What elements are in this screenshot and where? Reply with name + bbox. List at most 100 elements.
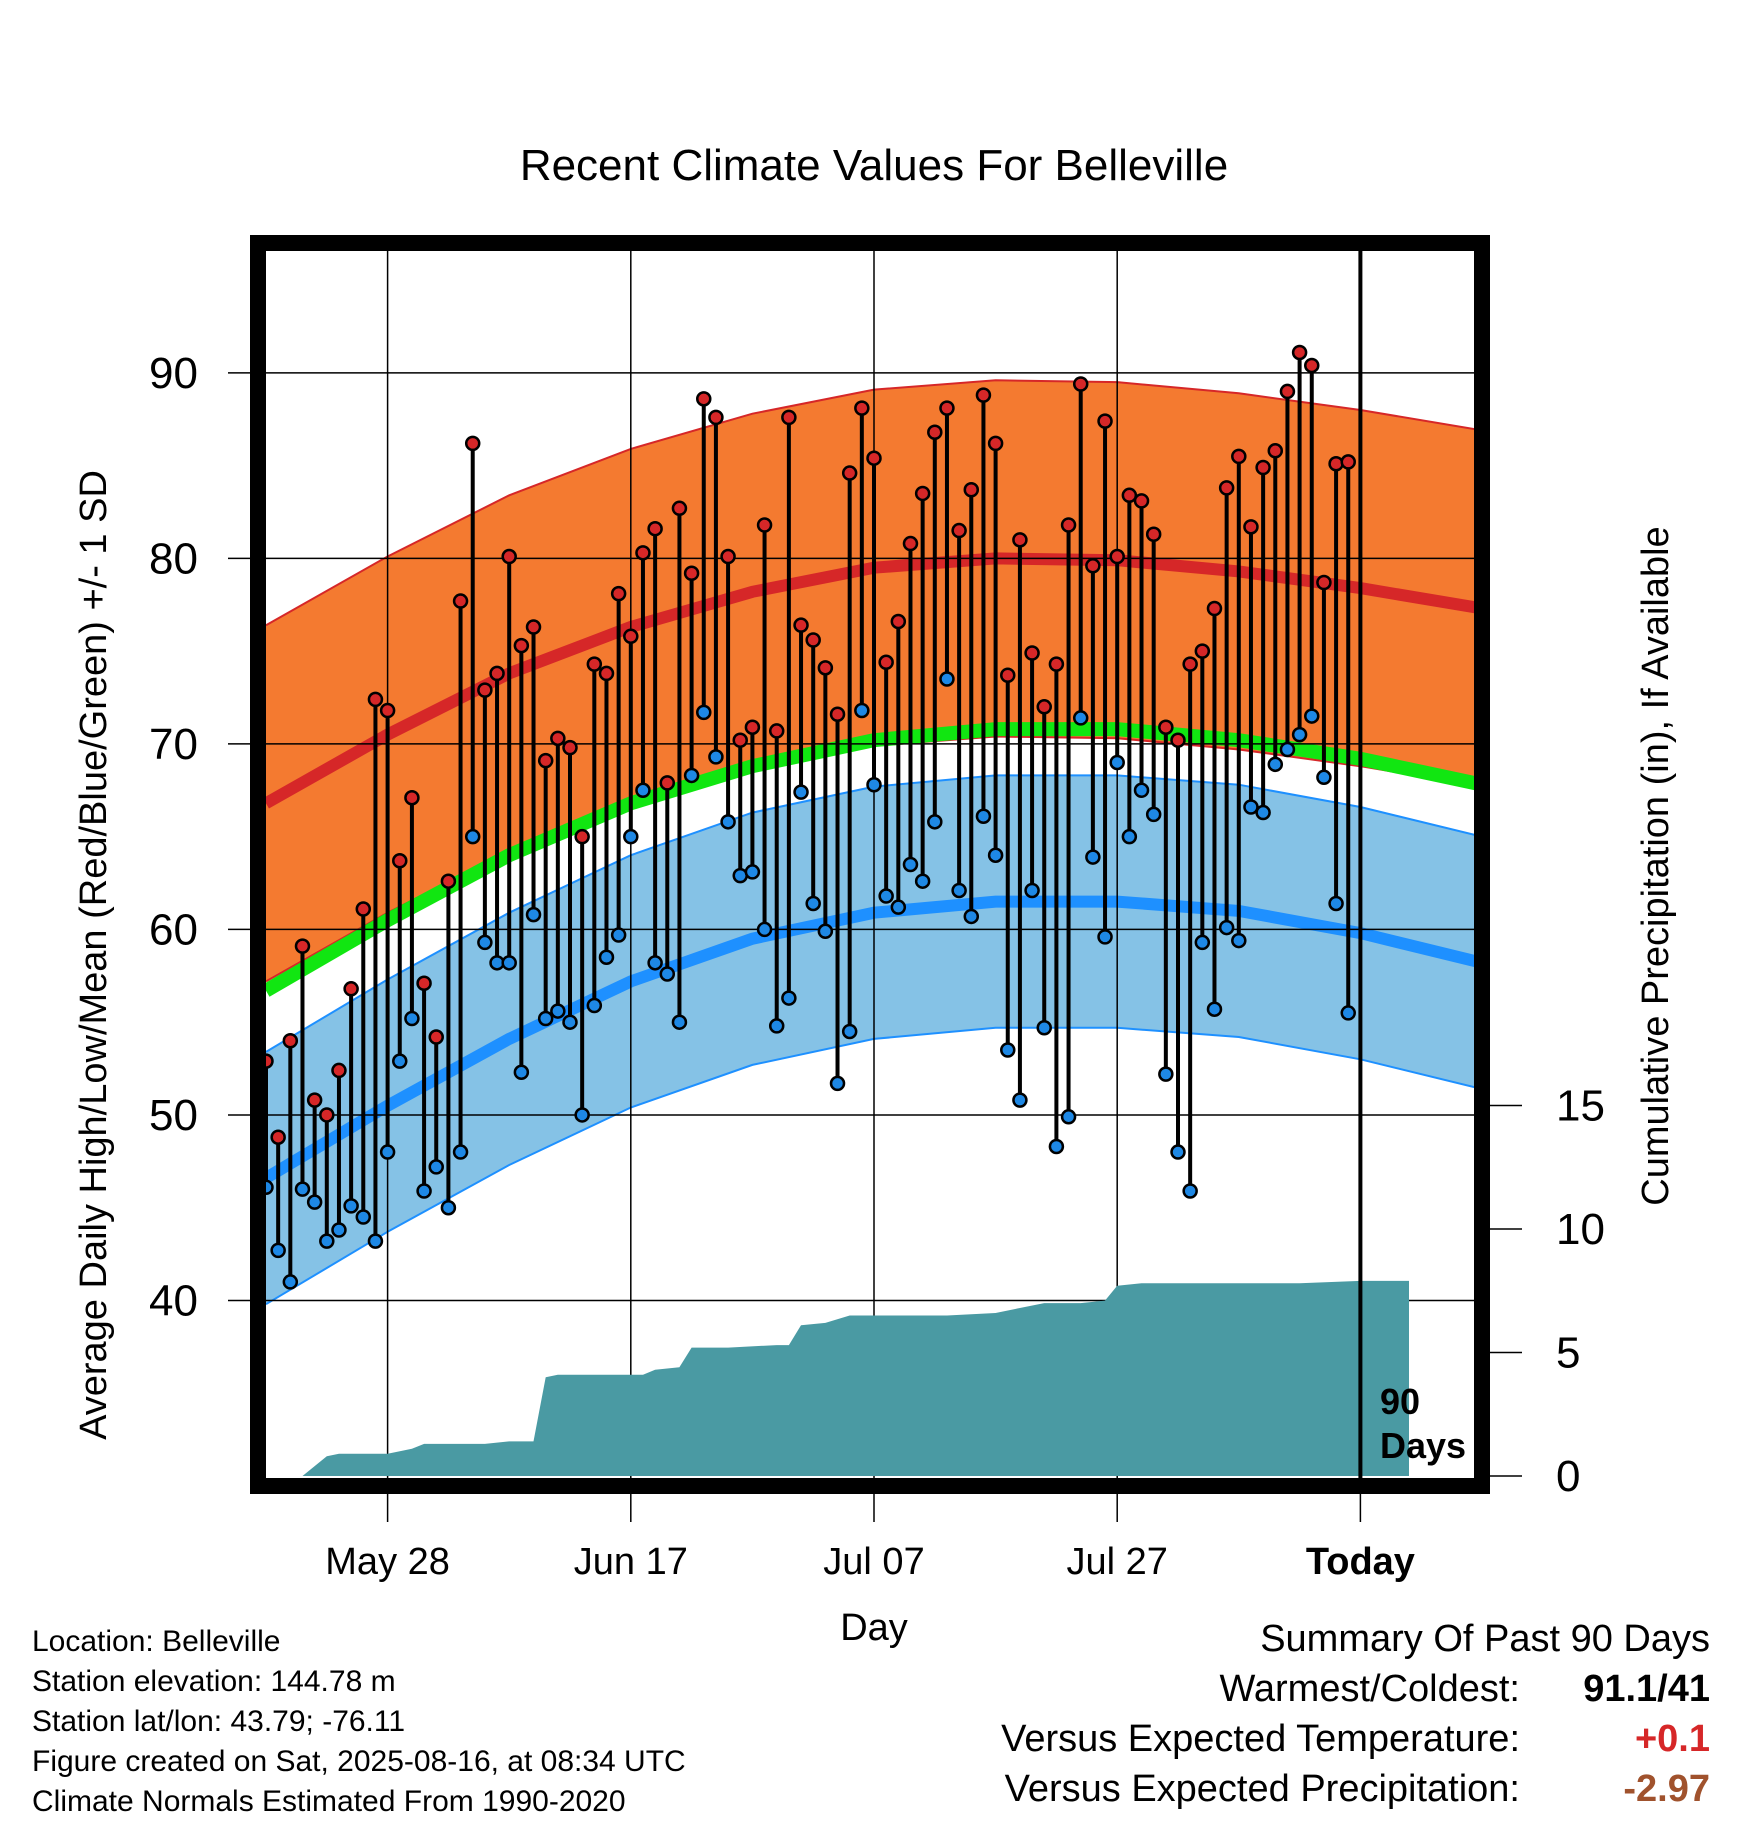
- temp-diff-value: +0.1: [1634, 1718, 1710, 1760]
- daily-high-point: [586, 656, 603, 672]
- daily-high-point: [708, 409, 724, 426]
- daily-high-point: [939, 400, 955, 416]
- daily-high-point: [1000, 667, 1016, 684]
- daily-low-point: [805, 895, 821, 912]
- warm-cold-value: 91.1/41: [1583, 1668, 1710, 1710]
- daily-low-point: [586, 997, 603, 1014]
- y-tick-label: 50: [149, 1091, 198, 1140]
- y2-tick-label: 10: [1556, 1205, 1605, 1254]
- daily-high-point: [1133, 493, 1150, 509]
- daily-high-point: [659, 775, 676, 791]
- daily-low-point: [562, 1014, 578, 1030]
- daily-high-point: [1036, 699, 1052, 715]
- daily-high-point: [367, 691, 384, 708]
- daily-low-point: [477, 934, 493, 951]
- daily-high-point: [282, 1032, 299, 1049]
- daily-low-point: [708, 749, 724, 765]
- daily-high-point: [416, 975, 432, 991]
- daily-high-point: [951, 522, 967, 539]
- daily-low-point: [1206, 1001, 1223, 1017]
- y-tick-label: 90: [149, 349, 198, 398]
- daily-high-point: [866, 450, 882, 466]
- daily-low-point: [319, 1233, 335, 1249]
- y2-axis-label: Cumulative Precipitation (in), If Availa…: [1635, 526, 1677, 1205]
- daily-low-point: [987, 847, 1004, 863]
- daily-high-point: [696, 391, 712, 407]
- daily-low-point: [1085, 849, 1101, 865]
- daily-low-point: [878, 888, 894, 904]
- daily-low-point: [294, 1181, 311, 1197]
- temp-diff-label: Versus Expected Temperature:: [1001, 1718, 1520, 1760]
- daily-low-point: [513, 1064, 530, 1081]
- daily-low-point: [343, 1198, 359, 1214]
- daily-high-point: [671, 500, 688, 517]
- daily-high-point: [987, 435, 1004, 452]
- daily-high-point: [1279, 383, 1296, 400]
- daily-high-point: [647, 520, 663, 537]
- daily-low-point: [951, 882, 967, 899]
- daily-high-point: [1316, 574, 1332, 591]
- daily-high-point: [781, 409, 797, 426]
- daily-low-point: [1024, 882, 1040, 899]
- daily-low-point: [355, 1209, 372, 1225]
- x-tick-label: Today: [1306, 1541, 1415, 1583]
- daily-low-point: [550, 1003, 566, 1019]
- x-tick-label: Jun 17: [574, 1541, 688, 1583]
- y2-tick-label: 5: [1556, 1329, 1580, 1378]
- daily-high-point: [1012, 532, 1028, 548]
- daily-high-point: [562, 739, 578, 756]
- daily-low-point: [756, 921, 773, 938]
- y-axis-label: Average Daily High/Low/Mean (Red/Blue/Gr…: [73, 470, 115, 1440]
- daily-high-point: [525, 619, 542, 635]
- daily-high-point: [744, 719, 761, 735]
- daily-low-point: [1279, 741, 1296, 758]
- daily-high-point: [1121, 487, 1138, 504]
- precip-diff-value: -2.97: [1623, 1768, 1710, 1810]
- daily-high-point: [927, 424, 943, 440]
- daily-low-point: [331, 1222, 347, 1238]
- info-latlon: Station lat/lon: 43.79; -76.11: [32, 1705, 406, 1738]
- daily-high-point: [513, 637, 530, 654]
- y2-tick-label: 15: [1556, 1082, 1605, 1131]
- daily-low-point: [1072, 710, 1089, 726]
- daily-high-point: [1182, 656, 1198, 672]
- daily-low-point: [623, 828, 639, 845]
- daily-high-point: [1060, 517, 1077, 533]
- station-info: Location: Belleville Station elevation: …: [32, 1622, 686, 1822]
- daily-low-point: [282, 1274, 299, 1290]
- daily-low-point: [902, 856, 919, 873]
- daily-low-point: [404, 1010, 420, 1027]
- daily-high-point: [829, 706, 846, 722]
- summary-heading: Summary Of Past 90 Days: [1260, 1618, 1710, 1660]
- daily-high-point: [817, 660, 834, 676]
- daily-low-point: [927, 814, 943, 830]
- daily-high-point: [1328, 456, 1344, 472]
- daily-high-point: [1243, 519, 1259, 535]
- x-tick-label: Jul 07: [823, 1541, 924, 1583]
- daily-low-point: [635, 782, 651, 799]
- daily-high-point: [1206, 600, 1223, 617]
- daily-high-point: [550, 730, 566, 747]
- daily-low-point: [854, 702, 870, 719]
- daily-low-point: [501, 955, 517, 971]
- daily-low-point: [781, 990, 797, 1006]
- daily-high-point: [793, 617, 809, 633]
- daily-low-point: [464, 828, 481, 845]
- daily-high-point: [1218, 480, 1235, 496]
- daily-low-point: [720, 814, 736, 830]
- daily-low-point: [696, 704, 712, 721]
- precip-diff-label: Versus Expected Precipitation:: [1004, 1768, 1520, 1810]
- daily-high-point: [1231, 448, 1247, 465]
- daily-low-point: [1109, 754, 1125, 771]
- daily-high-point: [914, 485, 931, 502]
- daily-high-point: [331, 1062, 347, 1079]
- daily-high-point: [1072, 376, 1089, 392]
- daily-low-point: [1291, 726, 1308, 743]
- daily-high-point: [501, 548, 517, 565]
- plot-content: [258, 243, 1482, 1486]
- daily-high-point: [1085, 558, 1101, 574]
- y-tick-label: 60: [149, 905, 198, 954]
- axes: 40 50 60 70 80 90 0 5 10 15 May 28 Jun 17 Jul 07 Jul …: [149, 235, 1605, 1583]
- warm-cold-label: Warmest/Coldest:: [1219, 1668, 1520, 1710]
